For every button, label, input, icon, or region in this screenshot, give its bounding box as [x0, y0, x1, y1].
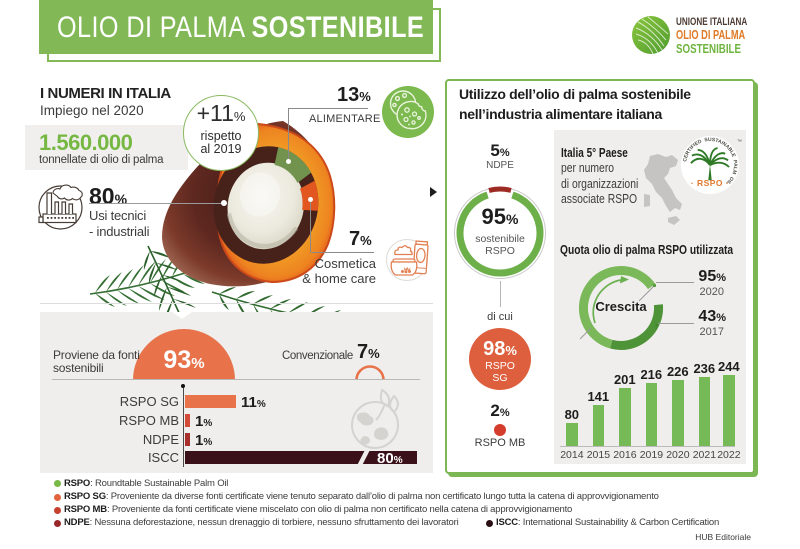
svg-text:· RSPO ·: · RSPO ·	[691, 178, 729, 188]
svg-text:™: ™	[737, 139, 742, 145]
